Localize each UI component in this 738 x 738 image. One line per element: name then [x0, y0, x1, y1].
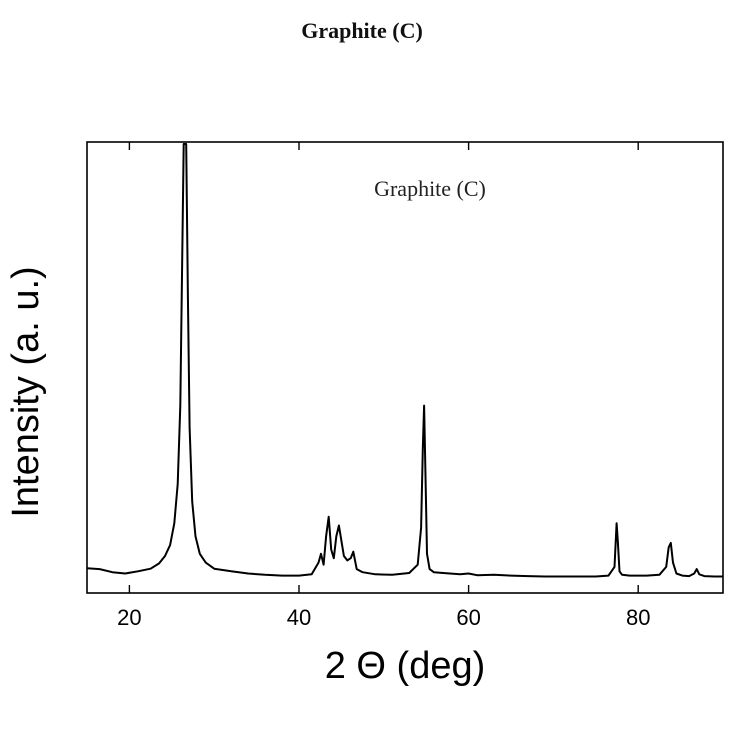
chart-annotation: Graphite (C): [374, 176, 486, 201]
series-line: [86, 143, 723, 578]
y-axis-label: Intensity (a. u.): [5, 266, 47, 517]
x-tick-label-3: 80: [626, 605, 650, 630]
x-tick-label-0: 20: [117, 605, 141, 630]
chart-title: Graphite (C): [301, 18, 423, 43]
x-axis-label: 2 Θ (deg): [325, 645, 486, 687]
x-axis-ticks: [128, 142, 639, 593]
x-tick-label-1: 40: [287, 605, 311, 630]
x-tick-label-2: 60: [456, 605, 480, 630]
plot-frame: [86, 141, 724, 594]
x-axis-tick-labels: 20 40 60 80: [117, 605, 650, 630]
